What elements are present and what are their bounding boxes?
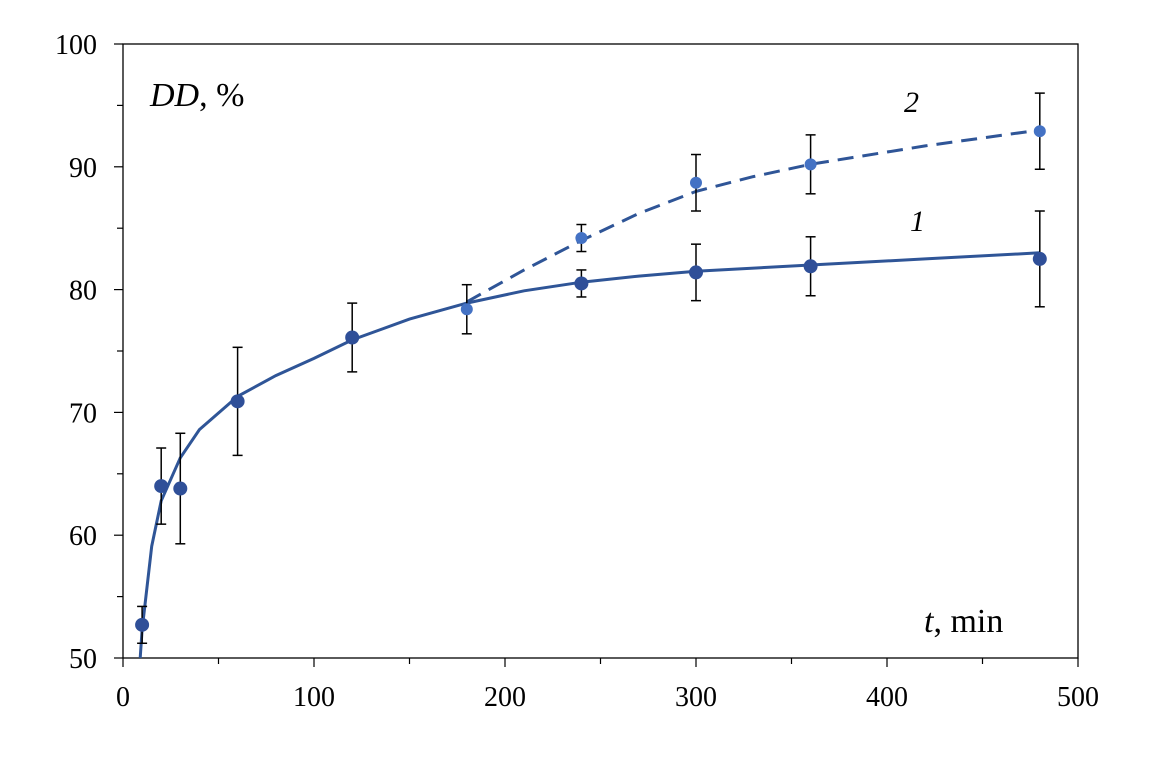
axes: 0 100 200 300 400 500 50 60 70 80 90 100 [55, 30, 1099, 713]
data-point-series-2 [690, 176, 702, 189]
curve-label-1: 1 [910, 205, 925, 238]
data-point-series-2 [575, 232, 588, 245]
fit-curves [138, 128, 1041, 659]
x-tick-label: 400 [866, 682, 908, 713]
x-tick-label: 500 [1057, 682, 1099, 713]
data-point-series-1 [574, 276, 589, 291]
error-bars [137, 92, 1045, 645]
data-point-series-1 [173, 481, 188, 496]
y-tick-label: 60 [69, 521, 97, 552]
x-tick-label: 100 [293, 682, 335, 713]
x-axis-unit: , min [933, 603, 1003, 640]
fit-curve-series-1 [138, 251, 1040, 659]
data-point-series-2 [1033, 125, 1046, 138]
data-point-series-1 [689, 265, 703, 280]
data-points [135, 125, 1047, 632]
fit-curve-series-2 [466, 128, 1041, 304]
y-tick-label: 90 [69, 153, 97, 184]
data-point-series-1 [154, 479, 169, 494]
x-axis-title: t, min [924, 603, 1003, 640]
y-axis-title: DD, % [149, 77, 244, 114]
y-axis-unit: , % [199, 77, 244, 114]
y-axis-var: DD [149, 77, 200, 114]
data-point-series-2 [804, 158, 817, 171]
x-tick-label: 200 [484, 682, 526, 713]
x-axis-var: t [924, 603, 935, 640]
data-point-series-1 [803, 259, 818, 274]
data-point-series-1 [1032, 251, 1047, 266]
x-tick-label: 0 [116, 682, 130, 713]
data-point-series-2 [460, 303, 473, 316]
y-tick-label: 100 [55, 30, 97, 61]
data-point-series-1 [230, 394, 245, 409]
curve-label-2: 2 [904, 86, 919, 119]
plot-frame [122, 43, 1079, 659]
y-tick-label: 50 [69, 644, 97, 675]
y-tick-label: 70 [69, 398, 97, 429]
x-tick-label: 300 [675, 682, 717, 713]
y-tick-label: 80 [69, 276, 97, 307]
data-point-series-1 [135, 617, 150, 632]
data-point-series-1 [345, 330, 360, 345]
